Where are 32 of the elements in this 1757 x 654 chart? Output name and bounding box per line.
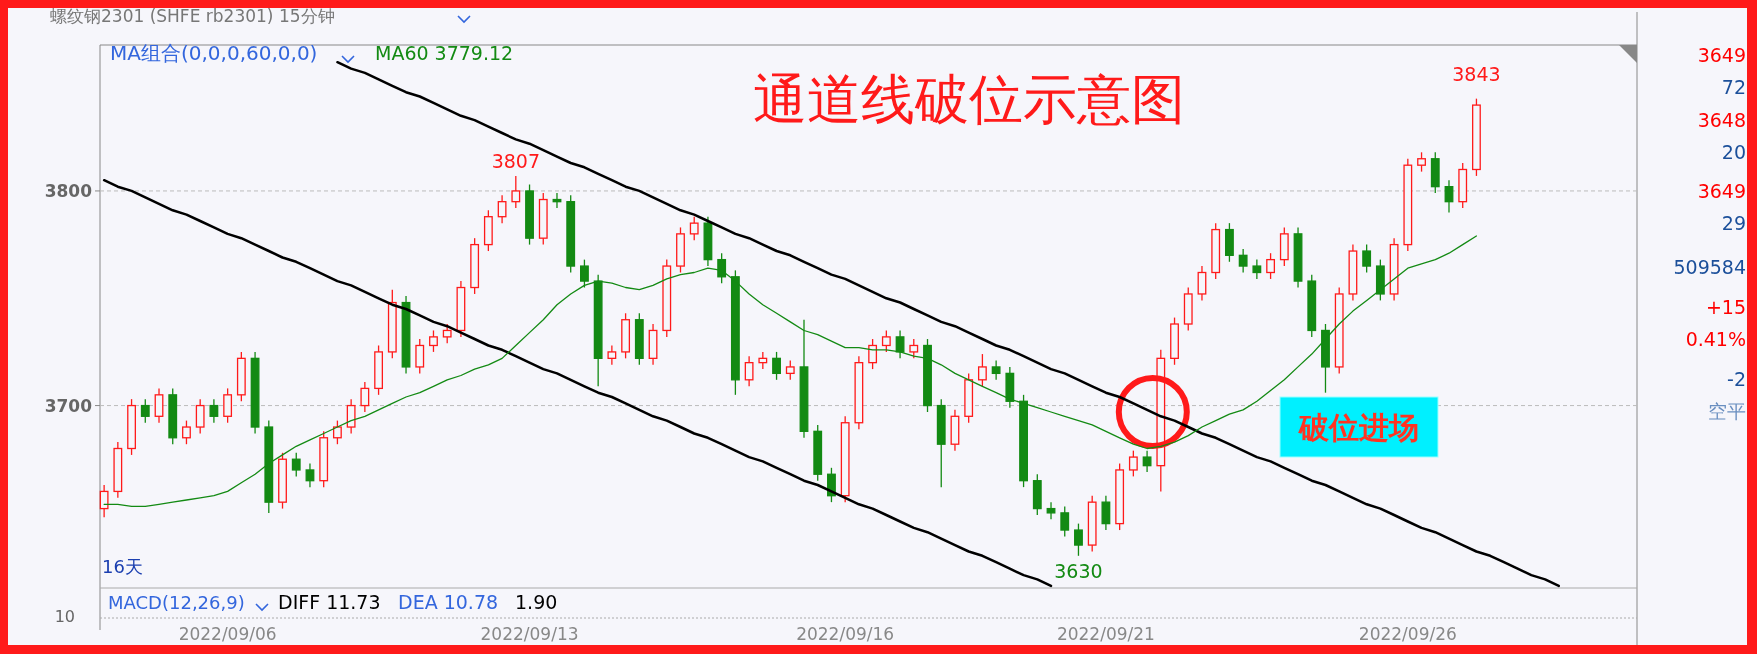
text: DEA 10.78 bbox=[398, 591, 499, 613]
text: 1.90 bbox=[515, 591, 558, 613]
annotation: 破位进场 bbox=[1298, 410, 1419, 445]
y-tick-label: 3700 bbox=[44, 395, 93, 416]
text: 509584 bbox=[1673, 256, 1746, 278]
chart-subtitle: 螺纹钢2301 (SHFE rb2301) 15分钟 bbox=[50, 6, 335, 26]
text: 3649 bbox=[1697, 180, 1746, 202]
x-tick-label: 2022/09/26 bbox=[1358, 624, 1457, 644]
text: +15 bbox=[1705, 296, 1746, 318]
x-tick-label: 2022/09/13 bbox=[480, 624, 579, 644]
annotation: MA组合(0,0,0,60,0,0) bbox=[110, 41, 318, 65]
y-tick-label: 3800 bbox=[44, 180, 93, 201]
text: 72 bbox=[1721, 76, 1746, 98]
text: 29 bbox=[1721, 212, 1746, 234]
text: 3648 bbox=[1697, 109, 1746, 131]
text: 10 bbox=[54, 607, 75, 626]
text: 0.41% bbox=[1685, 328, 1746, 350]
text: 空平 bbox=[1708, 400, 1746, 422]
text: 20 bbox=[1721, 141, 1746, 163]
annotation: 3843 bbox=[1452, 62, 1501, 85]
x-tick-label: 2022/09/16 bbox=[796, 624, 895, 644]
text: DIFF 11.73 bbox=[278, 591, 381, 613]
text: 3649 bbox=[1697, 44, 1746, 66]
annotation: 3630 bbox=[1054, 559, 1103, 582]
text: MA60 3779.12 bbox=[375, 42, 514, 64]
text: MACD(12,26,9) bbox=[108, 592, 245, 613]
text: 通道线破位示意图 bbox=[753, 68, 1185, 131]
x-tick-label: 2022/09/21 bbox=[1056, 624, 1155, 644]
text: -2 bbox=[1727, 368, 1746, 390]
x-tick-label: 2022/09/06 bbox=[178, 624, 277, 644]
annotation: 3807 bbox=[491, 149, 540, 172]
annotation: 16天 bbox=[102, 556, 143, 577]
